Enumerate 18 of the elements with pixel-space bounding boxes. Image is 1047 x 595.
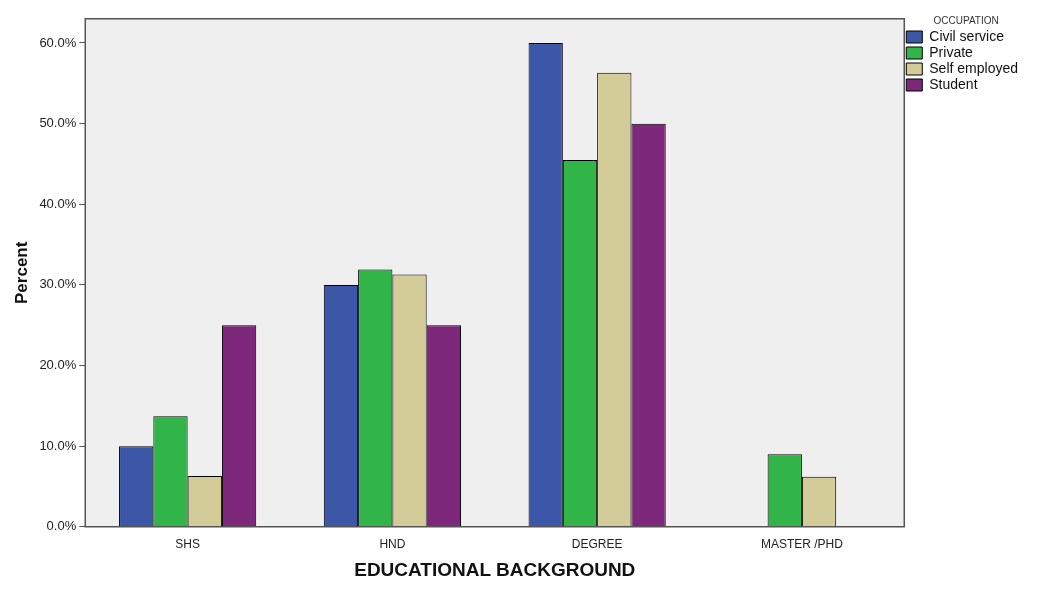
- y-tick-label: 40.0%: [39, 195, 77, 211]
- legend-label: Self employed: [929, 59, 1018, 76]
- y-tick-label: 60.0%: [39, 34, 77, 50]
- legend-title: OCCUPATION: [933, 14, 999, 26]
- legend-label: Student: [929, 75, 978, 92]
- y-tick-label: 0.0%: [46, 518, 77, 534]
- x-tick-label: SHS: [175, 537, 200, 552]
- legend-label: Private: [929, 43, 974, 60]
- y-tick-label: 10.0%: [39, 437, 77, 453]
- x-axis-title: EDUCATIONAL BACKGROUND: [354, 558, 636, 580]
- y-tick-label: 30.0%: [39, 276, 77, 292]
- y-axis-title: Percent: [11, 241, 31, 304]
- x-tick-label: DEGREE: [571, 537, 623, 552]
- x-tick-label: HND: [379, 537, 406, 552]
- y-tick-label: 50.0%: [39, 115, 77, 131]
- legend-label: Civil service: [929, 27, 1005, 44]
- y-tick-label: 20.0%: [39, 357, 77, 373]
- x-tick-label: MASTER /PHD: [760, 537, 844, 552]
